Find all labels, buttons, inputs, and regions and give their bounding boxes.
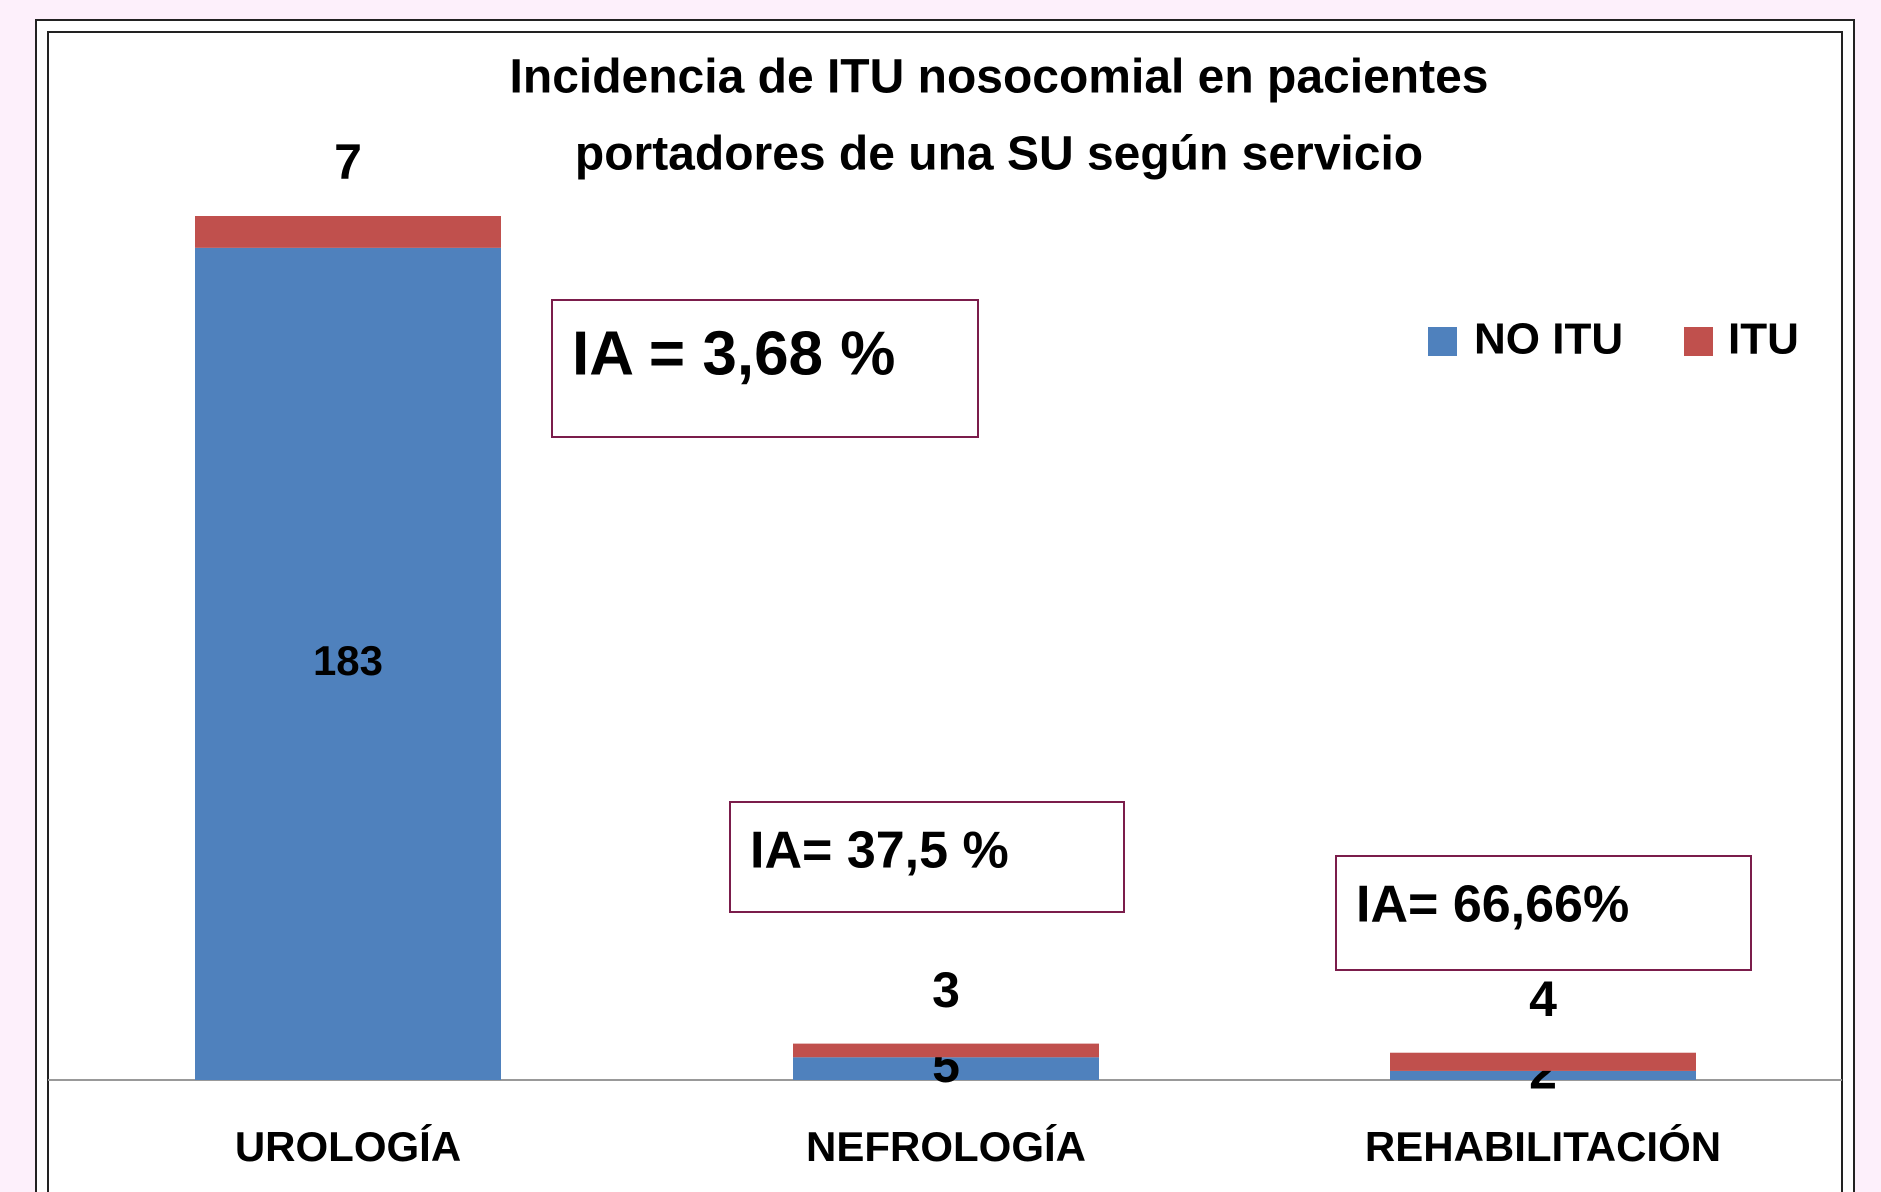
chart-title: Incidencia de ITU nosocomial en paciente…	[510, 51, 1489, 104]
data-label: 183	[313, 637, 383, 684]
data-label: 7	[334, 134, 362, 190]
legend-swatch	[1428, 327, 1457, 356]
bar-segment	[1390, 1052, 1696, 1071]
annotation: IA = 3,68 %	[572, 319, 895, 388]
annotation-box	[1335, 855, 1752, 971]
data-label: 3	[932, 962, 960, 1018]
x-tick-label: REHABILITACIÓN	[1365, 1122, 1721, 1170]
data-label: 4	[1529, 971, 1557, 1027]
bar-segment	[793, 1043, 1099, 1058]
legend-label: ITU	[1728, 315, 1799, 364]
legend-label: NO ITU	[1474, 315, 1623, 364]
annotation: IA= 37,5 %	[750, 822, 1009, 880]
bar-segment	[195, 247, 501, 1081]
chart-title: portadores de una SU según servicio	[575, 128, 1423, 181]
legend-swatch	[1684, 327, 1713, 356]
bar-segment	[1390, 1070, 1696, 1080]
x-tick-label: NEFROLOGÍA	[806, 1123, 1086, 1170]
bar-segment	[195, 216, 501, 248]
data-label: 2	[1529, 1044, 1557, 1100]
annotation-box	[729, 801, 1125, 913]
x-tick-label: UROLOGÍA	[235, 1123, 461, 1170]
annotation: IA= 66,66%	[1356, 876, 1629, 934]
annotation-box	[551, 299, 979, 438]
bar-segment	[793, 1057, 1099, 1080]
